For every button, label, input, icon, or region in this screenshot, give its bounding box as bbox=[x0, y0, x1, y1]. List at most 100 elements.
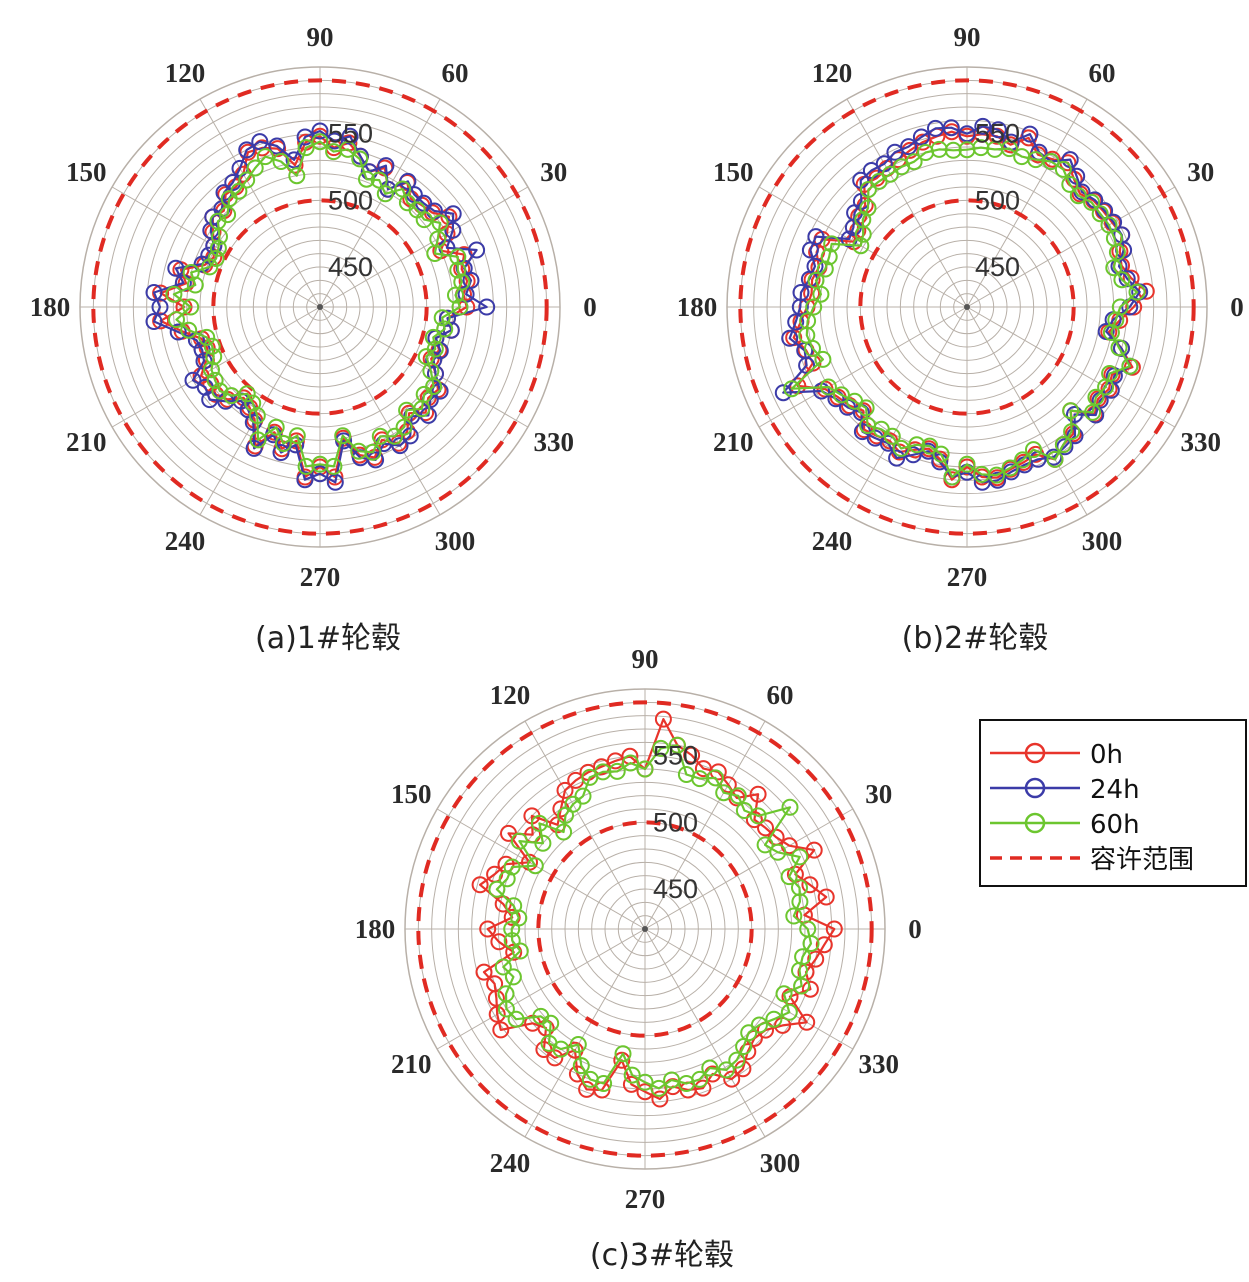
grid-spoke bbox=[319, 306, 441, 516]
data-point-60h-245 bbox=[892, 439, 910, 457]
data-point-60h-180 bbox=[182, 298, 200, 316]
data-point-60h-345 bbox=[1110, 339, 1128, 357]
grid-spoke bbox=[644, 928, 854, 1050]
data-point-24h-165 bbox=[167, 259, 185, 277]
data-point-24h-110 bbox=[251, 133, 269, 151]
data-point-60h-10 bbox=[1113, 271, 1131, 289]
data-point-0h-120 bbox=[556, 781, 574, 799]
series-line-60h bbox=[495, 744, 813, 1090]
angle-label-30: 30 bbox=[1187, 157, 1214, 187]
legend-marker-60h bbox=[1024, 812, 1046, 834]
data-point-24h-95 bbox=[296, 128, 314, 146]
data-point-60h-0 bbox=[451, 298, 469, 316]
grid-spoke bbox=[199, 98, 321, 308]
data-point-60h-105 bbox=[917, 144, 935, 161]
grid-spoke bbox=[319, 98, 441, 308]
data-point-60h-125 bbox=[870, 172, 888, 190]
data-point-24h-245 bbox=[888, 449, 906, 467]
data-point-24h-310 bbox=[1066, 427, 1084, 445]
outer-ring bbox=[79, 66, 561, 548]
angle-label-270: 270 bbox=[625, 1184, 666, 1214]
data-point-0h-325 bbox=[774, 1016, 792, 1034]
data-point-24h-180 bbox=[151, 298, 169, 316]
data-point-60h-45 bbox=[1069, 187, 1087, 205]
data-point-60h-95 bbox=[297, 139, 315, 157]
data-point-60h-330 bbox=[780, 1003, 798, 1021]
angle-label-270: 270 bbox=[947, 562, 988, 592]
radial-tick-label: 550 bbox=[328, 119, 373, 149]
grid-spoke bbox=[846, 306, 968, 516]
series-0h bbox=[471, 710, 843, 1108]
data-point-60h-245 bbox=[572, 1057, 590, 1075]
data-point-60h-265 bbox=[623, 1066, 641, 1084]
data-point-60h-310 bbox=[1063, 423, 1081, 441]
angle-label-300: 300 bbox=[760, 1148, 801, 1178]
data-point-60h-160 bbox=[201, 258, 219, 276]
data-point-60h-10 bbox=[453, 273, 471, 291]
series-60h bbox=[783, 139, 1146, 486]
data-point-60h-90 bbox=[636, 760, 654, 778]
outer-ring bbox=[404, 688, 886, 1170]
data-point-0h-25 bbox=[805, 841, 823, 859]
data-point-60h-90 bbox=[958, 141, 976, 159]
data-point-60h-240 bbox=[248, 407, 266, 424]
tolerance-ring-outer bbox=[738, 78, 1196, 536]
grid-spoke bbox=[966, 98, 1088, 308]
data-point-60h-110 bbox=[581, 768, 599, 786]
radial-tick-label: 550 bbox=[653, 741, 698, 771]
data-point-60h-185 bbox=[168, 311, 185, 329]
caption-c: (c)3#轮毂 bbox=[590, 1238, 734, 1273]
radial-tick-label: 450 bbox=[328, 252, 373, 282]
data-point-0h-60 bbox=[719, 776, 737, 794]
data-point-60h-215 bbox=[507, 1010, 525, 1028]
data-point-24h-200 bbox=[798, 356, 816, 374]
angle-label-210: 210 bbox=[391, 1049, 432, 1079]
data-point-60h-60 bbox=[715, 784, 733, 802]
data-point-60h-150 bbox=[526, 857, 544, 875]
angle-label-120: 120 bbox=[165, 58, 206, 88]
data-point-60h-350 bbox=[436, 320, 454, 338]
data-point-60h-70 bbox=[358, 170, 375, 188]
data-point-24h-175 bbox=[145, 284, 163, 301]
data-point-60h-105 bbox=[272, 153, 290, 170]
legend-marker-24h bbox=[1024, 777, 1046, 799]
data-point-24h-90 bbox=[311, 122, 329, 140]
data-point-24h-65 bbox=[377, 157, 395, 175]
data-point-24h-245 bbox=[245, 439, 263, 457]
data-point-60h-285 bbox=[1001, 459, 1019, 477]
data-point-60h-340 bbox=[426, 340, 444, 358]
data-point-60h-175 bbox=[165, 285, 183, 303]
data-point-60h-100 bbox=[288, 167, 306, 185]
data-point-24h-185 bbox=[787, 313, 805, 331]
grid-spoke bbox=[966, 306, 1088, 516]
angle-label-180: 180 bbox=[677, 292, 718, 322]
radial-tick-label: 500 bbox=[975, 185, 1020, 215]
data-point-60h-335 bbox=[775, 985, 793, 1003]
angle-label-120: 120 bbox=[490, 680, 531, 710]
series-line-0h bbox=[479, 718, 836, 1101]
data-point-0h-45 bbox=[745, 811, 763, 829]
data-point-60h-180 bbox=[503, 920, 521, 938]
data-point-24h-80 bbox=[989, 121, 1007, 139]
data-point-24h-30 bbox=[444, 221, 462, 239]
angle-label-240: 240 bbox=[165, 526, 206, 556]
data-point-24h-205 bbox=[774, 384, 792, 402]
data-point-60h-240 bbox=[883, 427, 901, 445]
data-point-0h-70 bbox=[694, 760, 712, 778]
data-point-60h-70 bbox=[1013, 148, 1031, 166]
data-point-60h-170 bbox=[186, 276, 204, 294]
data-point-60h-85 bbox=[325, 143, 343, 161]
data-point-60h-115 bbox=[574, 787, 592, 805]
data-point-60h-160 bbox=[820, 248, 838, 266]
data-point-24h-70 bbox=[1021, 125, 1039, 143]
data-point-24h-105 bbox=[268, 137, 286, 155]
data-point-60h-55 bbox=[1054, 160, 1072, 178]
caption-b: (b)2#轮毂 bbox=[902, 621, 1049, 656]
data-point-60h-220 bbox=[211, 382, 229, 400]
series-line-60h bbox=[790, 146, 1139, 479]
data-point-24h-20 bbox=[468, 241, 486, 259]
data-point-0h-50 bbox=[749, 785, 767, 803]
data-point-60h-255 bbox=[595, 1075, 613, 1092]
data-point-60h-225 bbox=[857, 399, 875, 417]
